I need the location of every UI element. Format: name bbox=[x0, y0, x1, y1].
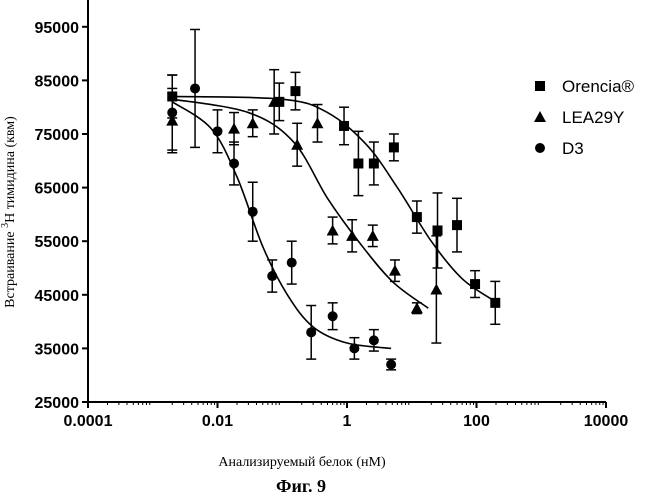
data-point-orencia bbox=[490, 298, 500, 308]
data-point-lea29y bbox=[389, 265, 401, 276]
legend-label-lea29y: LEA29Y bbox=[562, 108, 624, 127]
data-point-orencia bbox=[353, 158, 363, 168]
data-point-orencia bbox=[290, 86, 300, 96]
y-axis-title: Встраивание 3Н тимидина (квм) bbox=[0, 116, 18, 308]
y-tick-label: 75000 bbox=[35, 127, 80, 144]
data-point-orencia bbox=[470, 279, 480, 289]
legend: Orencia® LEA29Y D3 bbox=[534, 77, 635, 158]
data-point-d3 bbox=[190, 83, 200, 93]
y-tick-label: 55000 bbox=[35, 234, 80, 251]
data-point-d3 bbox=[248, 207, 258, 217]
data-point-orencia bbox=[412, 212, 422, 222]
data-point-lea29y bbox=[430, 283, 442, 294]
fit-curve-orencia bbox=[172, 96, 493, 300]
fit-curve-lea29y bbox=[172, 99, 428, 308]
y-tick-label: 25000 bbox=[35, 395, 80, 412]
x-tick-label: 10000 bbox=[584, 413, 629, 430]
x-tick-label: 100 bbox=[463, 413, 490, 430]
data-point-lea29y bbox=[228, 123, 240, 134]
chart: 25000 35000 45000 55000 65000 75000 85000 95000… bbox=[0, 0, 658, 500]
data-point-d3 bbox=[386, 359, 396, 369]
figure-caption: Фиг. 9 bbox=[276, 476, 326, 496]
data-point-lea29y bbox=[311, 117, 323, 128]
data-point-orencia bbox=[167, 91, 177, 101]
data-point-orencia bbox=[339, 121, 349, 131]
data-point-d3 bbox=[369, 335, 379, 345]
y-tick-label: 95000 bbox=[35, 20, 80, 37]
data-point-lea29y bbox=[327, 224, 339, 235]
legend-marker-orencia bbox=[535, 81, 545, 91]
data-point-d3 bbox=[213, 126, 223, 136]
y-tick-label: 85000 bbox=[35, 73, 80, 90]
y-tick-label: 45000 bbox=[35, 288, 80, 305]
data-point-lea29y bbox=[247, 117, 259, 128]
data-point-d3 bbox=[306, 327, 316, 337]
legend-label-orencia: Orencia® bbox=[562, 77, 635, 96]
data-point-orencia bbox=[369, 158, 379, 168]
x-tick-label: 0.0001 bbox=[64, 413, 113, 430]
data-point-lea29y bbox=[346, 230, 358, 241]
x-axis-title: Анализируемый белок (нМ) bbox=[218, 455, 386, 470]
x-tick-label: 0.01 bbox=[202, 413, 233, 430]
legend-marker-lea29y bbox=[534, 111, 546, 122]
data-point-d3 bbox=[229, 158, 239, 168]
axes bbox=[82, 0, 606, 408]
data-point-lea29y bbox=[367, 230, 379, 241]
legend-marker-d3 bbox=[535, 143, 545, 153]
data-point-orencia bbox=[389, 142, 399, 152]
data-point-orencia bbox=[452, 220, 462, 230]
data-point-d3 bbox=[267, 271, 277, 281]
data-point-d3 bbox=[287, 258, 297, 268]
x-tick-label: 1 bbox=[343, 413, 352, 430]
data-point-d3 bbox=[328, 311, 338, 321]
data-point-orencia bbox=[433, 225, 443, 235]
data-point-d3 bbox=[167, 108, 177, 118]
y-tick-label: 35000 bbox=[35, 341, 80, 358]
data-point-d3 bbox=[349, 343, 359, 353]
legend-label-d3: D3 bbox=[562, 139, 584, 158]
y-tick-label: 65000 bbox=[35, 181, 80, 198]
